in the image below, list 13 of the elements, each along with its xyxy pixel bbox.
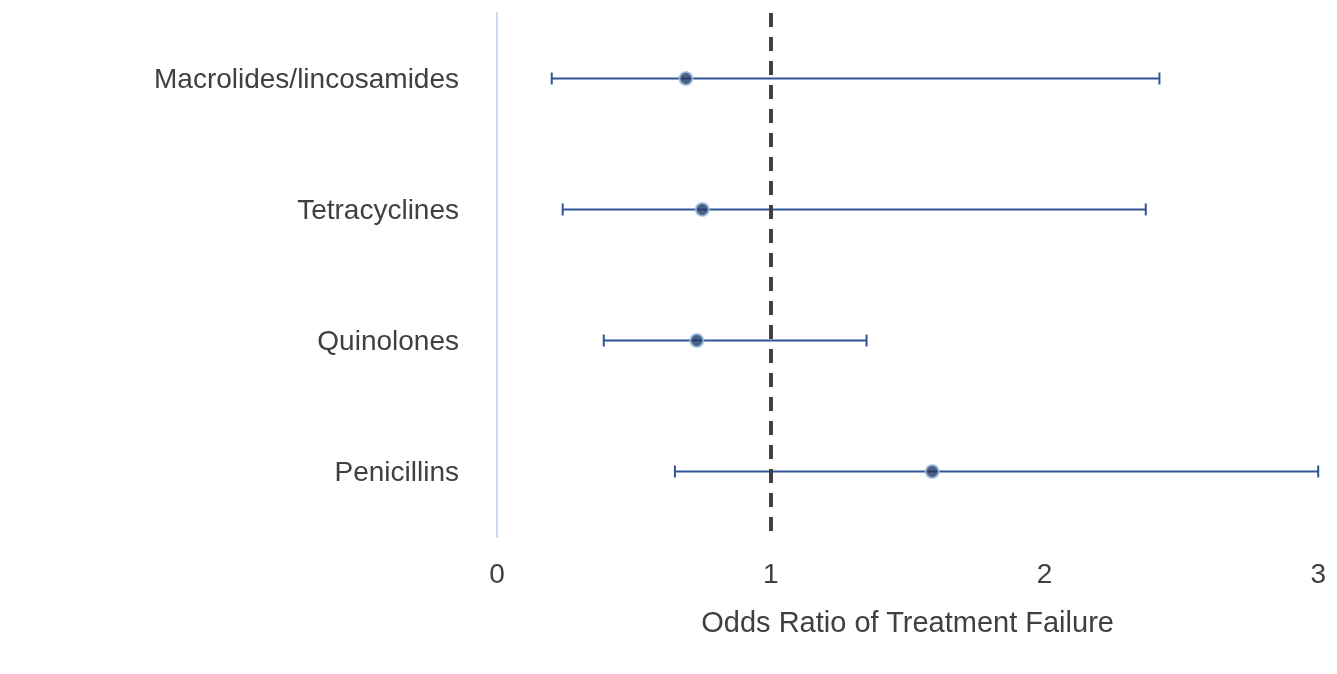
x-axis-title: Odds Ratio of Treatment Failure: [701, 605, 1114, 638]
x-tick-label: 2: [1036, 557, 1053, 589]
y-tick-label: Penicillins: [334, 456, 459, 487]
point: [694, 202, 710, 217]
y-tick-label: Macrolides/lincosamides: [153, 63, 459, 94]
point: [689, 333, 705, 348]
y-tick-label: Quinolones: [317, 325, 459, 356]
y-tick-label: Tetracyclines: [297, 194, 459, 225]
point: [678, 71, 694, 86]
x-tick-label: 1: [762, 557, 779, 589]
x-tick-label: 0: [489, 557, 505, 589]
point: [924, 464, 940, 479]
x-tick-label: 3: [1310, 557, 1326, 589]
